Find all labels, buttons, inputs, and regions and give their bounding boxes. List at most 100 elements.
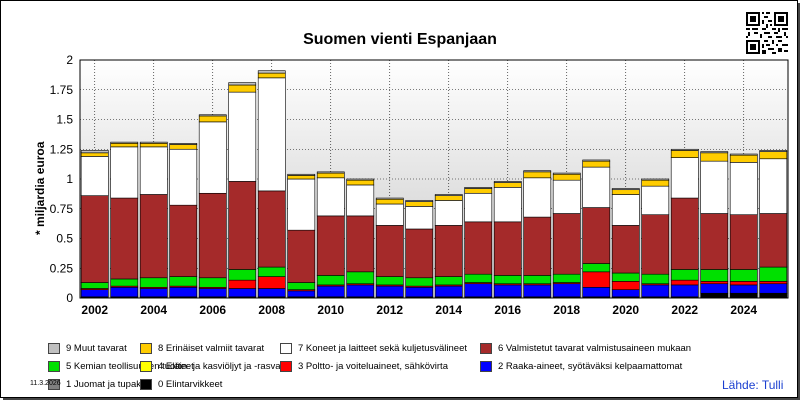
bar-segment [493,221,522,276]
bar-segment [228,84,257,93]
bar-segment [375,225,404,277]
bar-segment [493,187,522,223]
legend-label: 1 Juomat ja tupakka [66,379,152,390]
bar-segment [434,285,463,298]
bar-segment [582,160,611,168]
x-tick-label: 2014 [435,303,462,317]
x-tick-label: 2024 [730,303,757,317]
bar-segment [287,178,316,231]
legend-label: 8 Erinäiset valmiit tavarat [158,343,265,354]
bar-segment [729,214,758,270]
bar-segment [110,286,139,298]
bar-segment [611,272,640,282]
bar-segment [700,283,729,294]
bar-segment [641,284,670,298]
bar-segment [464,192,493,223]
bar-segment [375,276,404,286]
bar-segment [434,200,463,226]
bar-segment [493,181,522,183]
legend-label: 5 Kemian teollisuuden tuotteet [66,361,194,372]
bar-segment [670,150,699,158]
bar-segment [641,179,670,187]
bar-segment [316,285,345,298]
date-stamp: 11.3.2026 [30,380,61,387]
bar-segment [641,214,670,275]
legend-item: 7 Koneet ja laitteet sekä kuljetusväline… [280,343,467,354]
bar-segment [346,178,375,181]
bar-segment [523,171,552,179]
bar-segment [434,194,463,196]
bar-segment [169,148,198,206]
bar-segment [375,198,404,205]
bar-segment [198,277,227,288]
y-tick-label: 1.5 [56,113,73,127]
chart-title: Suomen vienti Espanjaan [303,31,497,48]
bar-segment [759,150,788,152]
bar-segment [729,162,758,215]
y-tick-label: 2 [66,53,73,67]
bar-segment [464,188,493,194]
legend-item: 9 Muut tavarat [48,343,127,354]
qr-code-icon [746,12,788,54]
bar-segment [493,182,522,188]
bar-segment [375,285,404,298]
bar-segment [110,197,139,280]
bar-segment [700,151,729,154]
bar-segment [139,141,168,144]
bar-segment [257,266,286,277]
bar-segment [611,188,640,191]
bar-segment [759,158,788,214]
bar-segment [523,170,552,173]
bar-segment [700,152,729,162]
bar-segment [700,160,729,214]
bar-segment [641,273,670,285]
y-tick-label: 1.75 [50,83,74,97]
bar-segment [670,148,699,151]
bar-segment [257,77,286,192]
bar-segment [405,201,434,207]
bar-segment [80,150,109,154]
source-label: Lähde: Tulli [722,378,784,392]
bar-segment [670,157,699,199]
bar-segment [582,159,611,162]
bar-segment [759,281,788,285]
bar-segment [582,207,611,264]
bar-segment [523,216,552,276]
bar-segment [434,276,463,286]
bar-segment [405,277,434,287]
bar-segment [80,289,109,298]
bar-segment [346,179,375,186]
bar-segment [228,181,257,270]
bar-segment [375,203,404,226]
bar-segment [287,173,316,176]
bar-segment [611,225,640,274]
bar-segment [139,288,168,298]
bar-segment [110,141,139,144]
y-tick-label: 0.5 [56,232,73,246]
bar-segment [316,172,345,179]
bar-segment [434,225,463,277]
legend-item: 3 Poltto- ja voiteluaineet, sähkövirta [280,361,448,372]
bar-segment [523,177,552,218]
x-tick-label: 2004 [140,303,167,317]
x-tick-label: 2002 [81,303,108,317]
bar-segment [80,152,109,157]
legend-swatch [140,379,152,390]
bar-segment [670,284,699,298]
bar-segment [552,213,581,275]
bar-segment [405,206,434,230]
legend-swatch [48,361,60,372]
legend-swatch [280,361,292,372]
bar-segment [110,146,139,199]
x-tick-label: 2010 [317,303,344,317]
legend-item: 0 Elintarvikkeet [140,379,222,390]
bar-segment [169,286,198,298]
bar-segment [493,284,522,298]
bar-segment [729,153,758,156]
bar-segment [759,283,788,294]
bar-segment [316,177,345,217]
bar-segment [759,292,788,299]
bar-segment [670,269,699,281]
bar-segment [729,154,758,163]
legend-label: 7 Koneet ja laitteet sekä kuljetusväline… [298,343,467,354]
